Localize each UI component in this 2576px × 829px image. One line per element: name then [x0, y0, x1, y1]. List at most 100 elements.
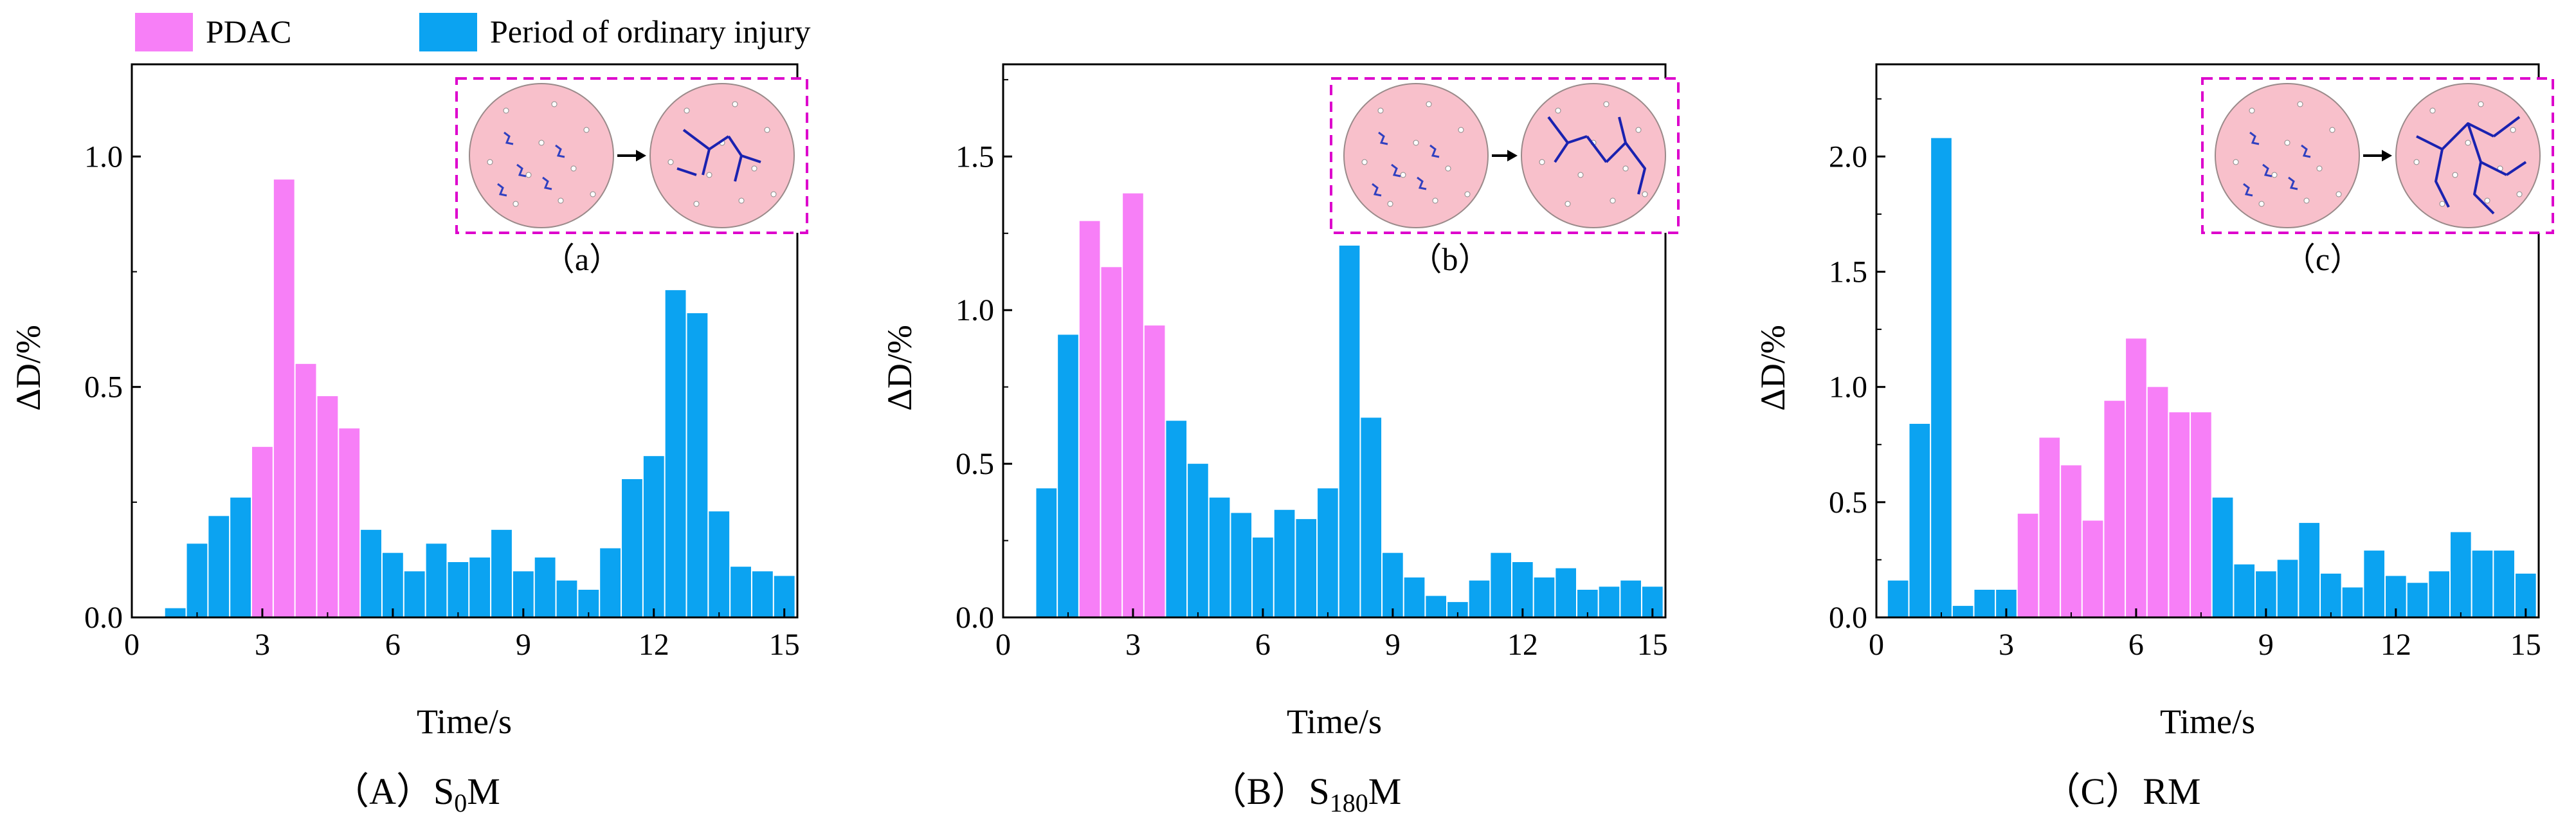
- panel-c-initial-flaw: [2243, 183, 2253, 197]
- panel-b-y-axis-title: ΔD/%: [880, 325, 919, 411]
- panel-a-x-tick-label: 9: [516, 628, 531, 662]
- panel-a-specimen-pore: [590, 191, 596, 197]
- panel-b-plot-frame: [1002, 63, 1667, 619]
- panel-a-bar: [186, 543, 208, 617]
- panel-b-bar: [1101, 267, 1122, 617]
- panel-a-specimen-pore: [738, 197, 745, 204]
- panel-b-bar: [1426, 596, 1447, 617]
- panel-b-x-tick-label: 3: [1125, 628, 1141, 662]
- panel-b-initial-flaw: [1391, 163, 1401, 178]
- panel-c-crack: [2416, 122, 2494, 150]
- panel-a-x-tick-label: 0: [124, 628, 140, 662]
- panel-b-x-tick-label: 0: [995, 628, 1011, 662]
- panel-b-bar: [1534, 577, 1555, 617]
- panel-b-specimen-after: [1521, 83, 1666, 228]
- panel-a-crack: [676, 167, 697, 176]
- panel-a-crack: [734, 155, 743, 182]
- panel-a-y-tick-label: 0.5: [84, 370, 123, 405]
- panel-a-specimen-pore: [693, 201, 700, 207]
- panel-b-specimen-pore: [1400, 172, 1406, 178]
- panel-a-bar: [339, 428, 360, 617]
- panel-b-bar: [1318, 488, 1338, 617]
- panel-c-x-axis-title: Time/s: [2160, 702, 2255, 741]
- panel-a-specimen-pore: [503, 107, 509, 114]
- panel-c-x-tick-label: 12: [2381, 628, 2411, 662]
- panel-c-bar: [1974, 590, 1995, 617]
- panel-c-bar: [2277, 560, 2298, 617]
- panel-a-bar: [730, 567, 751, 617]
- panel-a-x-tick-label: 12: [639, 628, 669, 662]
- legend-label-ordinary: Period of ordinary injury: [490, 14, 811, 50]
- panel-c-specimen-pore: [2439, 201, 2445, 207]
- panel-c-specimen-after: [2395, 83, 2541, 228]
- panel-c-initial-flaw: [2249, 131, 2260, 145]
- panel-a-specimen-pore: [551, 101, 558, 107]
- panel-b-specimen-pore: [1387, 201, 1393, 207]
- panel-c: （c） Time/s ΔD/% （C）RM 0 3 6 9 12 15 0.0 0.5 1.0 1…: [1754, 63, 2554, 812]
- panel-b-x-tick-label: 6: [1255, 628, 1271, 662]
- panel-a-bar: [165, 608, 186, 617]
- panel-c-specimen-pore: [2297, 101, 2303, 107]
- panel-a-specimen-pore: [684, 107, 690, 114]
- legend: PDAC Period of ordinary injury: [135, 13, 811, 51]
- legend-label-pdac: PDAC: [206, 14, 291, 50]
- panel-b-specimen-pore: [1426, 101, 1432, 107]
- panel-a-inset-caption: （a）: [543, 241, 621, 277]
- panel-a-specimen-pore: [538, 140, 545, 146]
- panel-b-bar: [1296, 519, 1317, 617]
- panel-b-bar: [1447, 602, 1468, 617]
- panel-c-crack: [2505, 161, 2527, 176]
- panel-c-bar: [2212, 497, 2233, 617]
- panel-b-x-tick-label: 12: [1507, 628, 1538, 662]
- panel-c-bar: [2472, 551, 2493, 617]
- panel-a-x-tick-label: 3: [255, 628, 270, 662]
- panel-c-plot-frame: [1875, 63, 2540, 619]
- panel-b-bar: [1339, 245, 1360, 617]
- panel-a-initial-flaw: [542, 176, 552, 190]
- panel-a-specimen-pore: [570, 165, 577, 172]
- panel-a-specimen-pore: [751, 165, 757, 172]
- panel-b-specimen-pore: [1642, 191, 1648, 197]
- panel-b-specimen-pore: [1445, 165, 1451, 172]
- panel-c-specimen-pore: [2271, 172, 2278, 178]
- panel-a-bar: [273, 179, 295, 618]
- panel-a-x-tick-label: 15: [769, 628, 800, 662]
- panel-b-y-tick-label: 1.0: [956, 293, 994, 327]
- panel-c-specimen-pore: [2465, 140, 2471, 146]
- panel-b-bar: [1166, 421, 1187, 617]
- panel-b-bar: [1253, 537, 1273, 617]
- panel-a-specimen-pore: [764, 127, 770, 133]
- panel-c-specimen-pore: [2452, 172, 2458, 178]
- panel-b-specimen-pore: [1539, 159, 1545, 165]
- panel-c-y-tick-label: 2.0: [1829, 140, 1867, 174]
- panel-b-specimen-pore: [1377, 107, 1384, 114]
- panel-c-specimen-pore: [2429, 107, 2436, 114]
- panel-c-bar: [1909, 424, 1930, 617]
- panel-c-bar: [2321, 573, 2341, 617]
- panel-c-specimen-pore: [2249, 107, 2255, 114]
- panel-a-specimen-after: [649, 83, 795, 228]
- panel-b-x-tick-label: 9: [1385, 628, 1401, 662]
- panel-c-x-tick-label: 9: [2258, 628, 2274, 662]
- panel-b-bar: [1469, 580, 1490, 617]
- panel-b-initial-flaw: [1417, 176, 1427, 190]
- panel-a-bar: [382, 552, 403, 617]
- panel-a-plot-frame: [131, 63, 799, 619]
- panel-b-initial-flaw: [1429, 144, 1440, 158]
- panel-a-initial-flaw: [503, 131, 514, 145]
- panel-c-specimen-pore: [2303, 197, 2310, 204]
- panel-c-bar: [2191, 412, 2211, 617]
- panel-c-bar: [2147, 387, 2168, 617]
- panel-c-bar: [2126, 338, 2146, 617]
- panel-b-bar: [1058, 334, 1078, 617]
- panel-c-bar: [2169, 412, 2190, 617]
- panel-a-initial-flaw: [516, 163, 527, 178]
- panel-a-specimen-pore: [558, 197, 564, 204]
- panel-a-specimen-pore: [583, 127, 590, 133]
- panel-c-bar: [2342, 587, 2363, 617]
- panel-a: （a） Time/s ΔD/% （A）S0M 0 3 6 9 12 15 0.0 0.5 1.0: [9, 63, 808, 817]
- panel-a-caption: （A）S0M: [332, 770, 500, 817]
- panel-a-bar: [665, 290, 686, 617]
- panel-c-specimen-pore: [2484, 197, 2490, 204]
- panel-c-bar: [2407, 583, 2428, 617]
